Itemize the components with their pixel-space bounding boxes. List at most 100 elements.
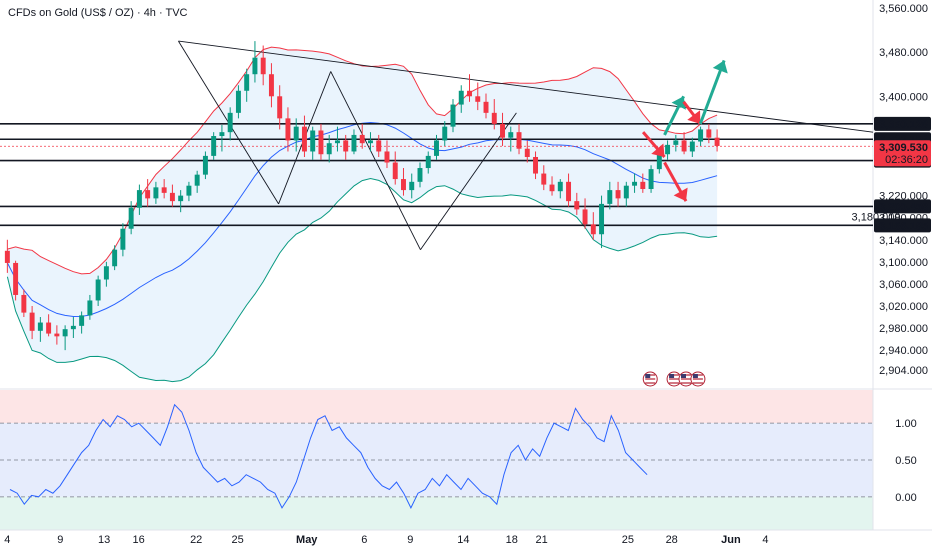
candle-body (252, 57, 258, 75)
time-tick-label: Jun (721, 534, 741, 546)
oscillator-line (9, 403, 648, 510)
candle-body (70, 325, 76, 330)
current-price-tag: 3,309.530 (879, 142, 928, 154)
time-tick-label: 18 (506, 534, 518, 546)
time-tick-label: 6 (361, 534, 367, 546)
candle-body (491, 112, 497, 124)
candle-body (673, 140, 679, 145)
projection-arrow-head (687, 110, 701, 124)
candle-body (227, 112, 233, 133)
us-flag-icon (690, 371, 706, 387)
candle-body (37, 322, 43, 331)
candle-body (87, 300, 93, 316)
candle-body (293, 126, 299, 141)
level-price-tag: 3,200.458 (879, 201, 928, 213)
candle-body (285, 118, 291, 141)
candle-body (409, 181, 415, 191)
candle-body (194, 174, 200, 186)
time-tick-label: 9 (57, 534, 63, 546)
price-tags: 3,350.1283,322.1563,283.4983,200.4583,16… (874, 116, 931, 233)
candle-body (557, 181, 563, 192)
candle-body (79, 315, 85, 326)
candle-body (161, 187, 167, 193)
candle-body (202, 155, 208, 175)
overbought-zone (0, 390, 873, 424)
candle-body (103, 266, 109, 280)
candle-body (145, 190, 151, 199)
time-tick-label: 21 (536, 534, 548, 546)
us-flag-icon (642, 371, 658, 387)
candle-body (359, 134, 365, 144)
flag-canton (692, 374, 698, 378)
candle-body (434, 140, 439, 156)
horizontal-levels (0, 123, 873, 227)
candle-body (450, 104, 456, 127)
candle-body (665, 144, 671, 155)
candle-body (467, 90, 472, 97)
candle-body (508, 132, 514, 138)
bollinger-fill (7, 47, 718, 382)
candle-body (120, 228, 126, 250)
candle-body (623, 185, 629, 199)
candle-body (475, 96, 481, 102)
candle-body (268, 74, 274, 97)
level-price-tag-bg (874, 218, 931, 233)
price-tick-label: 3,100.000 (879, 257, 928, 269)
price-tick-label: 3,560.000 (879, 3, 928, 15)
candle-body (648, 169, 654, 189)
candle-body (343, 140, 349, 152)
candle-body (244, 74, 250, 91)
candle-body (615, 190, 621, 199)
candle-body (318, 130, 324, 155)
candle-body (681, 140, 687, 152)
trendline (330, 71, 421, 250)
candle-body (599, 203, 605, 235)
bollinger-upper (7, 46, 718, 275)
candle-body (516, 132, 522, 149)
candle-body (566, 181, 572, 202)
candle-body (417, 168, 423, 182)
price-tick-label: 3,400.000 (879, 91, 928, 103)
time-tick-label: 16 (132, 534, 144, 546)
candle-body (301, 126, 307, 152)
oscillator-pane (0, 403, 873, 510)
chart-title: CFDs on Gold (US$ / OZ) · 4h · TVC (8, 7, 188, 19)
price-tick-label: 3,140.000 (879, 235, 928, 247)
candle-body (219, 132, 225, 137)
time-tick-label: 4 (4, 534, 10, 546)
time-tick-label: 28 (666, 534, 678, 546)
time-tick-label: 22 (190, 534, 202, 546)
candle-body (384, 151, 390, 163)
candle-body (574, 201, 580, 210)
level-price-tag: 3,166.185 (879, 220, 928, 232)
candle-body (334, 140, 340, 144)
candle-body (136, 190, 142, 208)
price-tick-label: 2,980.000 (879, 323, 928, 335)
candle-body (401, 179, 406, 191)
candle-body (29, 312, 35, 331)
candle-body (153, 187, 159, 199)
candle-body (524, 148, 530, 157)
candle-body (351, 134, 357, 152)
candle-body (706, 129, 712, 138)
candle-body (607, 190, 613, 204)
candle-body (235, 90, 241, 113)
countdown-tag: 02:36:20 (885, 154, 928, 166)
time-tick-label: 9 (407, 534, 413, 546)
candle-body (442, 126, 448, 141)
candle-body (13, 262, 19, 295)
level-price-tag-bg (874, 116, 931, 131)
flag-canton (680, 374, 686, 378)
candle-body (533, 156, 539, 174)
time-tick-label: 25 (232, 534, 244, 546)
candle-body (95, 279, 101, 301)
time-tick-label: 25 (622, 534, 634, 546)
us-flag-icon (678, 371, 694, 387)
panes (0, 0, 932, 531)
projection-arrows (641, 59, 728, 202)
price-tick-label: 2,940.000 (879, 345, 928, 357)
oscillator-tick-label: 1.00 (895, 418, 916, 430)
candle-body (367, 140, 373, 144)
flag-canton (669, 374, 675, 378)
